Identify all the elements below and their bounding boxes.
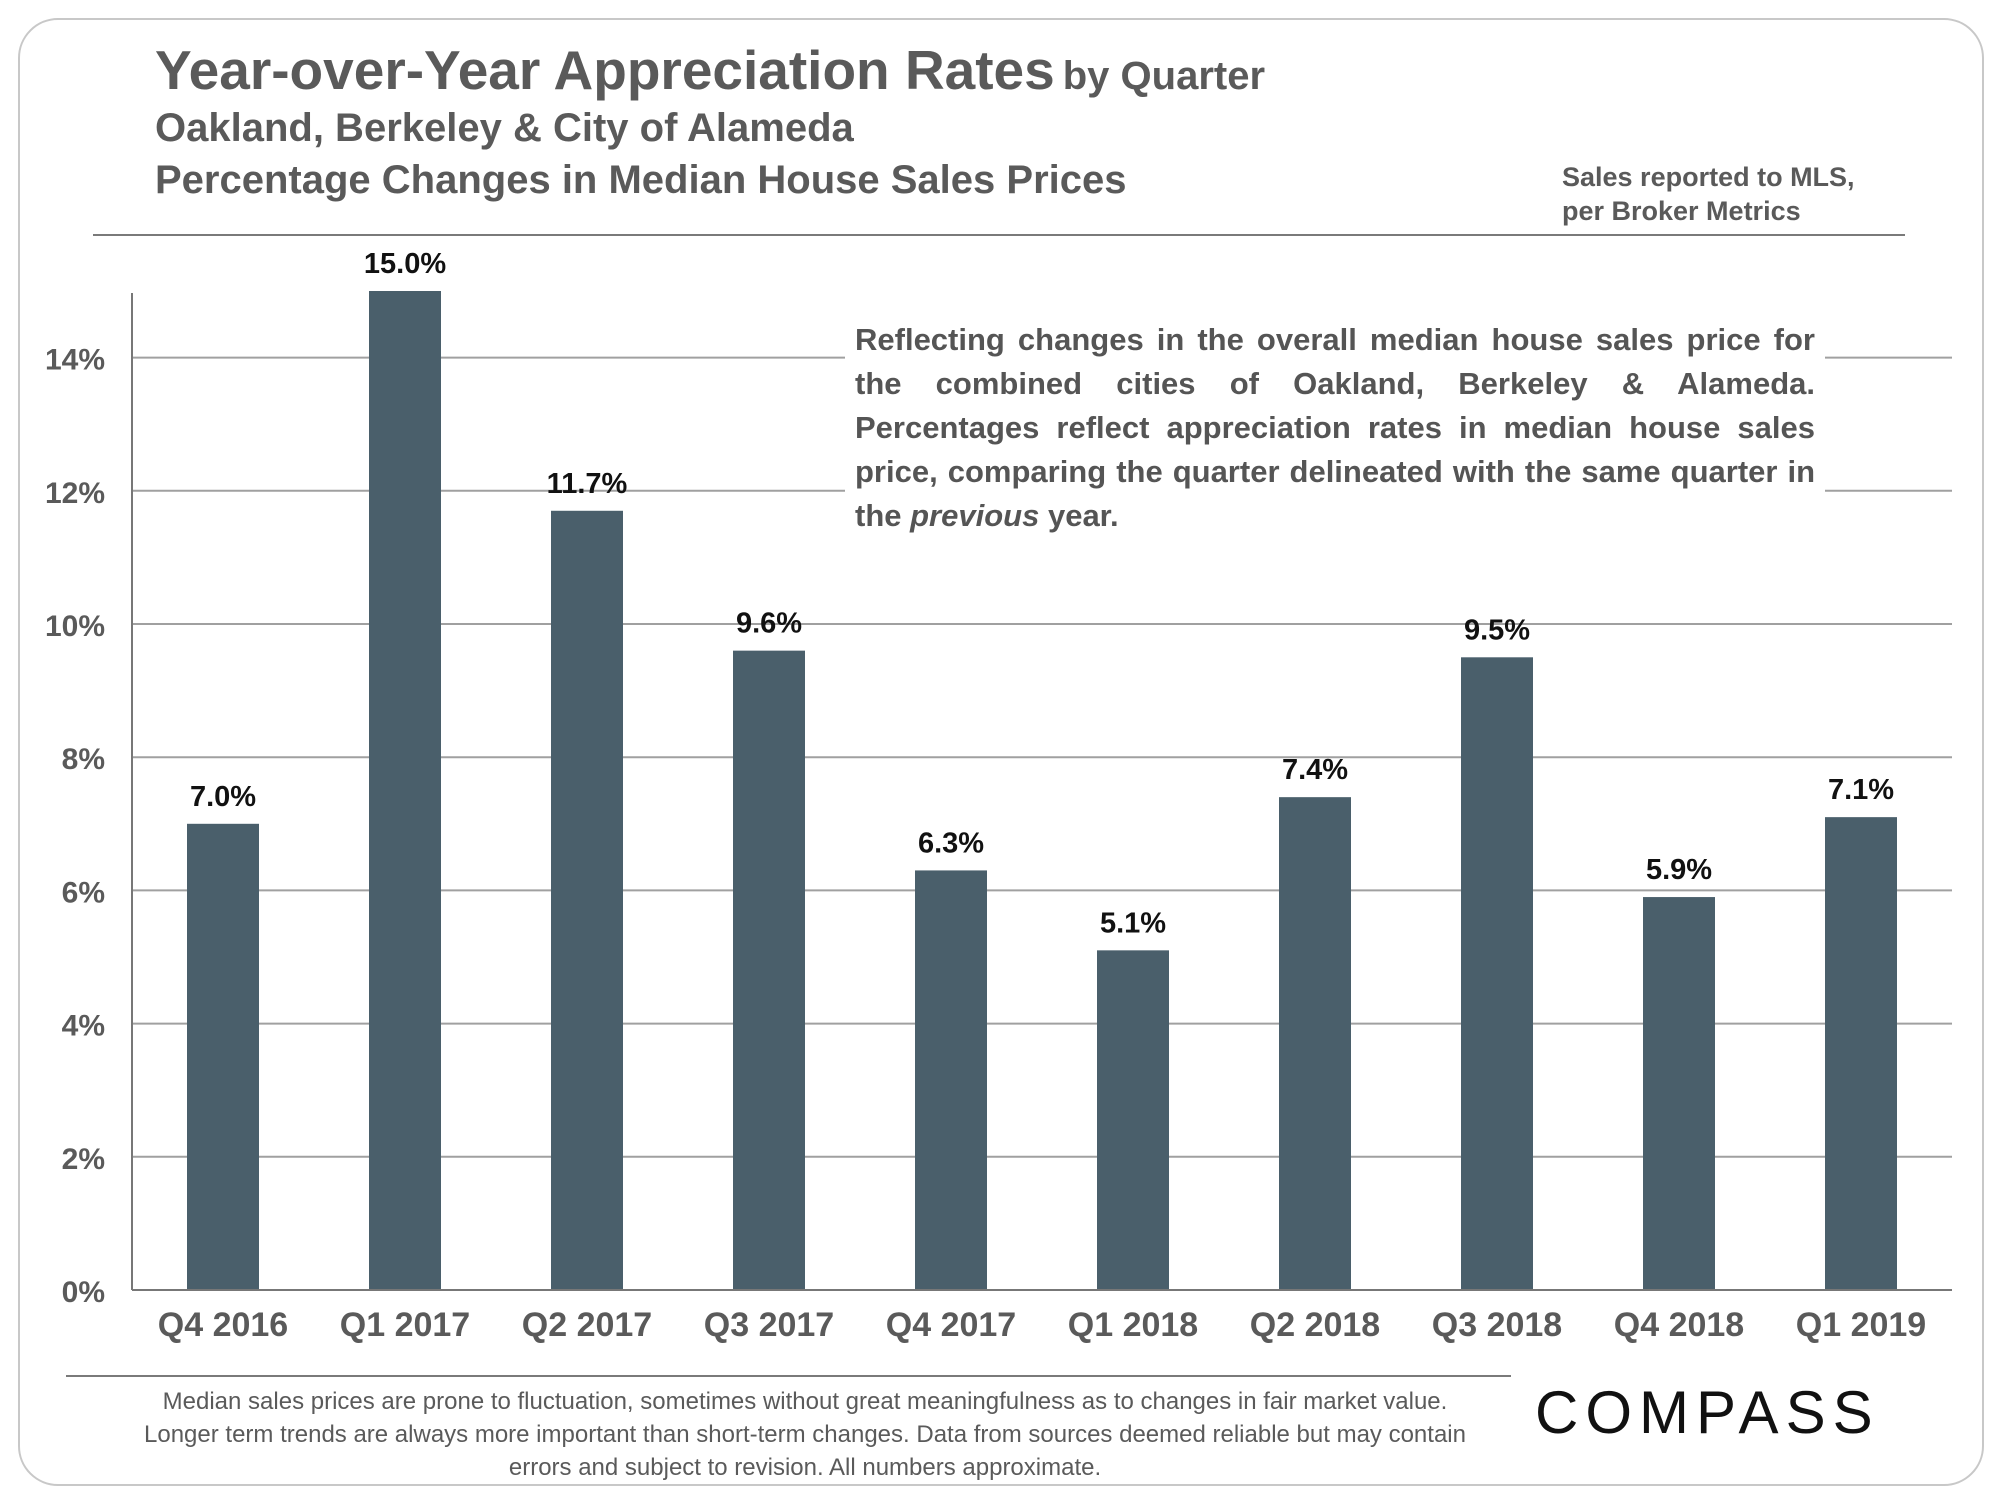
x-tick-label: Q1 2017 bbox=[340, 1306, 470, 1344]
chart-annotation: Reflecting changes in the overall median… bbox=[845, 318, 1825, 538]
x-tick-label: Q2 2018 bbox=[1250, 1306, 1380, 1344]
x-axis-tick-labels: Q4 2016 Q1 2017 Q2 2017 Q3 2017 Q4 2017 Q1 20… bbox=[158, 1306, 1926, 1344]
data-label: 7.0% bbox=[190, 781, 256, 813]
x-tick-label: Q3 2018 bbox=[1432, 1306, 1562, 1344]
bar bbox=[1097, 950, 1169, 1290]
data-labels: 7.0% 15.0% 11.7% 9.6% 6.3% 5.1% 7.4% 9.5% 5.9% 7.… bbox=[190, 248, 1894, 939]
y-tick-label: 10% bbox=[45, 610, 105, 643]
y-tick-label: 8% bbox=[62, 743, 105, 776]
compass-logo: COMPASS bbox=[1535, 1379, 1880, 1446]
bar bbox=[1279, 797, 1351, 1290]
bars bbox=[187, 291, 1897, 1290]
x-tick-label: Q1 2018 bbox=[1068, 1306, 1198, 1344]
annotation-emphasis: previous bbox=[910, 498, 1040, 533]
y-tick-label: 4% bbox=[62, 1010, 105, 1043]
x-tick-label: Q4 2017 bbox=[886, 1306, 1016, 1344]
y-tick-label: 0% bbox=[62, 1276, 105, 1309]
x-tick-label: Q1 2019 bbox=[1796, 1306, 1926, 1344]
chart-subtitle-measure: Percentage Changes in Median House Sales… bbox=[155, 158, 1127, 202]
data-label: 9.5% bbox=[1464, 614, 1530, 646]
chart-title: Year-over-Year Appreciation Rates by Quar… bbox=[155, 38, 1265, 102]
bar bbox=[551, 510, 623, 1290]
bar bbox=[187, 823, 259, 1290]
data-label: 15.0% bbox=[364, 248, 446, 280]
data-label: 11.7% bbox=[547, 468, 628, 500]
x-tick-label: Q3 2017 bbox=[704, 1306, 834, 1344]
chart-title-suffix: by Quarter bbox=[1062, 54, 1266, 98]
source-note-line-1: Sales reported to MLS, bbox=[1562, 162, 1855, 192]
header-divider bbox=[93, 234, 1905, 236]
annotation-text-end: year. bbox=[1039, 498, 1119, 533]
annotation-text: Reflecting changes in the overall median… bbox=[855, 322, 1815, 533]
bar bbox=[1461, 657, 1533, 1290]
y-tick-label: 12% bbox=[45, 477, 105, 510]
x-tick-label: Q4 2018 bbox=[1614, 1306, 1744, 1344]
bar bbox=[733, 650, 805, 1290]
bar bbox=[369, 291, 441, 1290]
data-label: 5.1% bbox=[1100, 907, 1166, 939]
data-label: 5.9% bbox=[1646, 854, 1712, 886]
x-tick-label: Q2 2017 bbox=[522, 1306, 652, 1344]
y-tick-label: 6% bbox=[62, 876, 105, 909]
data-label: 9.6% bbox=[736, 608, 802, 640]
disclaimer-footnote: Median sales prices are prone to fluctua… bbox=[144, 1388, 1466, 1481]
source-note: Sales reported to MLS, per Broker Metric… bbox=[1562, 160, 1855, 228]
y-tick-label: 2% bbox=[62, 1143, 105, 1176]
y-tick-label: 14% bbox=[45, 344, 105, 377]
footer-divider bbox=[66, 1375, 1511, 1377]
data-label: 7.4% bbox=[1282, 754, 1348, 786]
source-note-line-2: per Broker Metrics bbox=[1562, 196, 1801, 226]
chart-subtitle-region: Oakland, Berkeley & City of Alameda bbox=[155, 106, 854, 150]
chart-title-main: Year-over-Year Appreciation Rates bbox=[155, 39, 1055, 101]
bar bbox=[1643, 897, 1715, 1290]
x-tick-label: Q4 2016 bbox=[158, 1306, 288, 1344]
bar bbox=[1825, 817, 1897, 1290]
data-label: 6.3% bbox=[918, 827, 984, 859]
y-axis-tick-labels: 0% 2% 4% 6% 8% 10% 12% 14% bbox=[45, 344, 105, 1309]
data-label: 7.1% bbox=[1828, 774, 1894, 806]
bar bbox=[915, 870, 987, 1290]
